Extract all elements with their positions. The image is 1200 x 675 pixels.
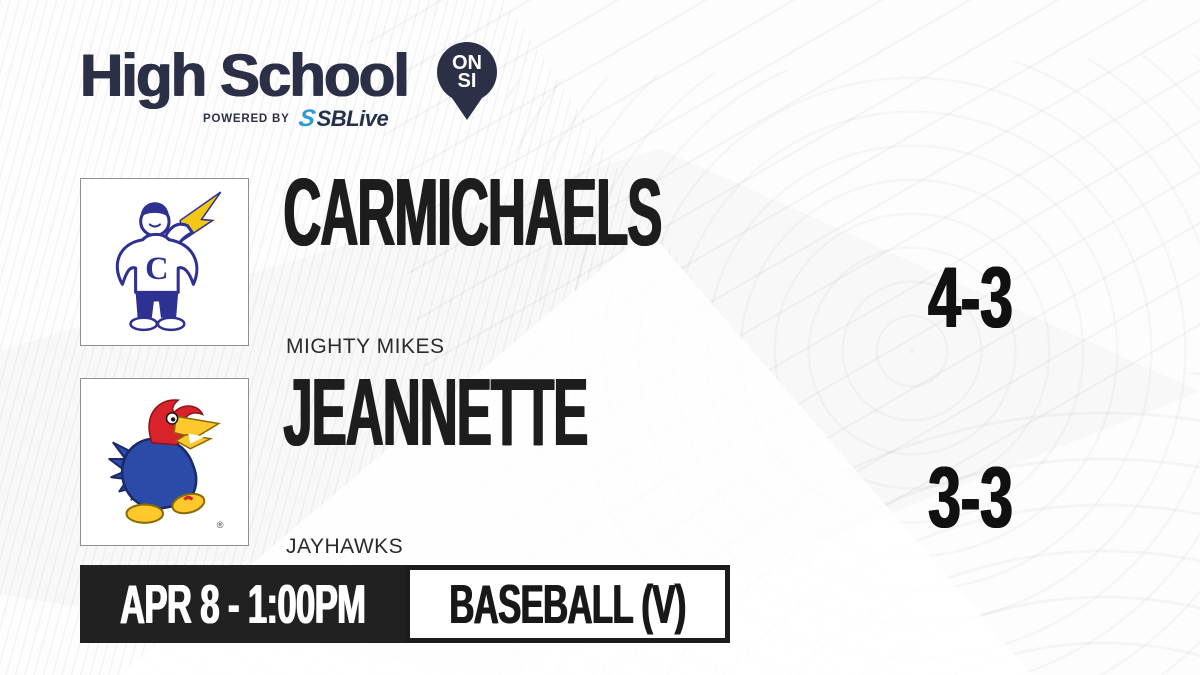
team2-logo-box: ® <box>80 378 249 546</box>
sblive-wordmark: SBLive <box>316 106 389 131</box>
sblive-logo: S SBLive <box>296 105 389 132</box>
pin-text-on: ON <box>452 52 482 74</box>
powered-by-label: POWERED BY <box>203 113 290 125</box>
mascot-chest-letter: C <box>145 251 168 287</box>
carmichaels-mighty-mike-logo: C <box>115 191 221 332</box>
trademark-symbol: ® <box>216 520 223 530</box>
onsi-pin-icon: ON SI <box>437 42 497 102</box>
team2-mascot: JAYHAWKS <box>286 535 404 558</box>
team1-mascot: MIGHTY MIKES <box>286 335 445 358</box>
game-sport: BASEBALL (V) <box>405 565 730 643</box>
team2-name: JEANNETTE <box>283 359 588 466</box>
team1-logo-box: C <box>80 178 249 346</box>
team1-record: 4-3 <box>927 250 1013 346</box>
team2-record: 3-3 <box>927 450 1013 546</box>
powered-by-row: POWERED BY S SBLive <box>203 105 389 132</box>
game-info-bar: APR 8 - 1:00PM BASEBALL (V) <box>80 565 730 643</box>
sblive-icon: S <box>296 105 318 132</box>
game-datetime: APR 8 - 1:00PM <box>80 565 405 643</box>
brand-title: High School <box>80 42 410 109</box>
jeannette-jayhawk-logo: ® <box>107 399 223 530</box>
pin-text-si: SI <box>457 70 477 92</box>
